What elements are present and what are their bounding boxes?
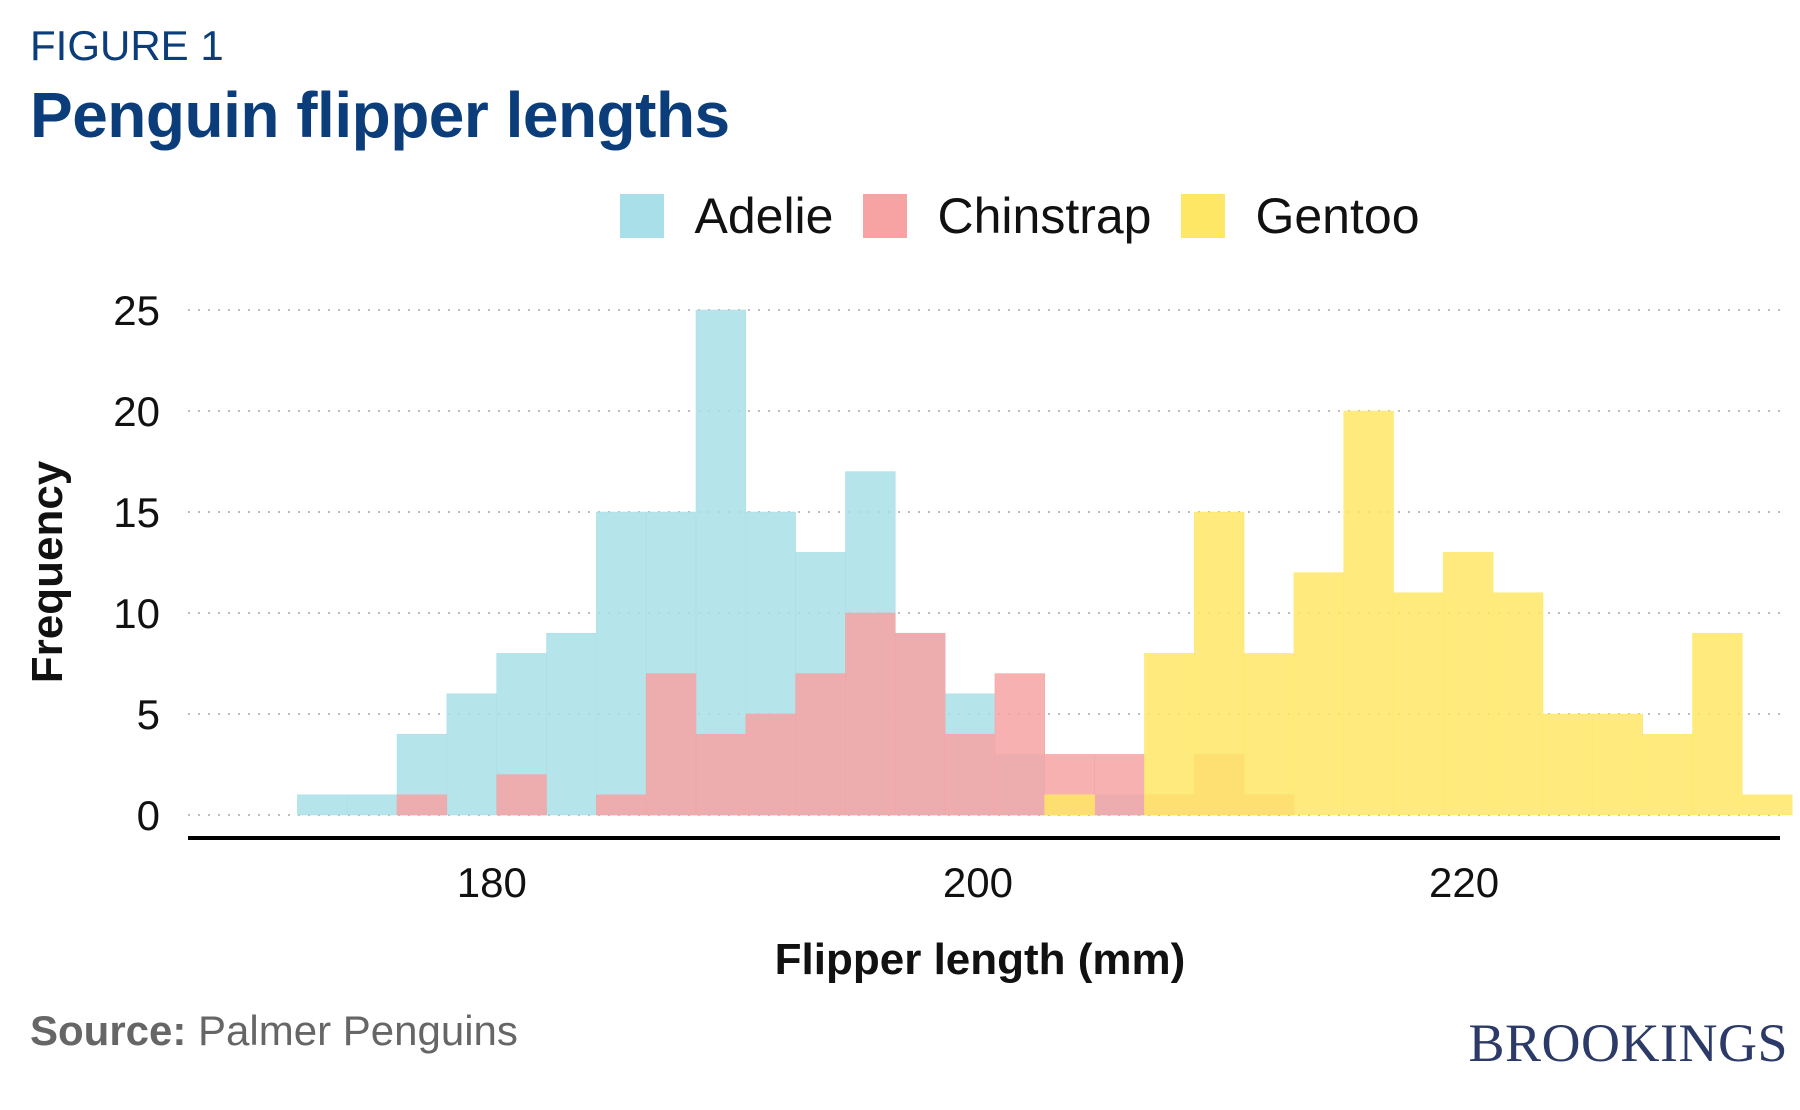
bar-chinstrap	[845, 612, 896, 816]
bar-chinstrap	[496, 774, 547, 816]
y-tick-label: 25	[113, 287, 160, 334]
bar-adelie	[596, 511, 647, 816]
bar-chinstrap	[795, 673, 846, 816]
x-tick-label: 200	[943, 859, 1013, 906]
legend-item-chinstrap: Chinstrap	[863, 187, 1151, 245]
legend-label-chinstrap: Chinstrap	[937, 188, 1152, 244]
brookings-logo: BROOKINGS	[1468, 1013, 1788, 1073]
y-tick-label: 5	[137, 691, 160, 738]
legend-swatch-chinstrap	[863, 194, 908, 238]
bar-gentoo	[1492, 592, 1544, 816]
bar-adelie	[695, 309, 747, 816]
bar-chinstrap	[695, 733, 747, 816]
bar-chinstrap	[994, 673, 1046, 816]
bar-gentoo	[1443, 552, 1494, 816]
bar-gentoo	[1742, 794, 1793, 816]
x-axis-ticks: 180 200 220	[457, 859, 1499, 906]
x-tick-label: 220	[1429, 859, 1499, 906]
legend-swatch-adelie	[620, 194, 665, 238]
bar-chinstrap	[745, 713, 796, 816]
source-note: Source: Palmer Penguins	[30, 1007, 518, 1055]
bar-gentoo	[1393, 592, 1444, 816]
bar-gentoo	[1243, 653, 1295, 816]
bar-chinstrap	[944, 733, 996, 816]
y-tick-label: 0	[137, 792, 160, 839]
bar-adelie	[297, 794, 348, 816]
chart-legend: Adelie Chinstrap Gentoo	[0, 186, 1800, 246]
y-axis-label: Frequency	[23, 460, 72, 683]
y-axis-ticks: 0 5 10 15 20 25	[113, 287, 160, 839]
bar-adelie	[446, 693, 497, 816]
bar-gentoo	[1144, 653, 1195, 816]
legend-item-gentoo: Gentoo	[1181, 187, 1420, 245]
legend-label-gentoo: Gentoo	[1255, 188, 1420, 244]
bar-adelie	[546, 632, 597, 816]
bar-gentoo	[1642, 733, 1693, 816]
figure-label: FIGURE 1	[30, 22, 224, 69]
legend-label-adelie: Adelie	[694, 188, 834, 244]
bar-chinstrap	[596, 794, 647, 816]
legend-swatch-gentoo	[1181, 194, 1226, 238]
bar-gentoo	[1193, 511, 1245, 816]
x-tick-label: 180	[457, 859, 527, 906]
chart-title: Penguin flipper lengths	[30, 79, 730, 151]
bar-chinstrap	[1094, 754, 1145, 816]
y-tick-label: 20	[113, 388, 160, 435]
source-text: Palmer Penguins	[198, 1007, 518, 1054]
legend-item-adelie: Adelie	[620, 187, 833, 245]
x-axis-label: Flipper length (mm)	[775, 935, 1186, 984]
bar-chinstrap	[895, 632, 946, 816]
bar-chinstrap	[396, 794, 448, 816]
bar-gentoo	[1542, 713, 1594, 816]
histogram-bars	[297, 309, 1793, 816]
source-label: Source:	[30, 1007, 187, 1054]
y-tick-label: 10	[113, 590, 160, 637]
bar-gentoo	[1592, 713, 1643, 816]
bar-adelie	[346, 794, 398, 816]
bar-gentoo	[1692, 632, 1743, 816]
y-tick-label: 15	[113, 489, 160, 536]
bar-chinstrap	[645, 673, 697, 816]
bar-gentoo	[1293, 572, 1344, 816]
bar-gentoo	[1343, 410, 1394, 816]
bar-gentoo	[1044, 794, 1095, 816]
